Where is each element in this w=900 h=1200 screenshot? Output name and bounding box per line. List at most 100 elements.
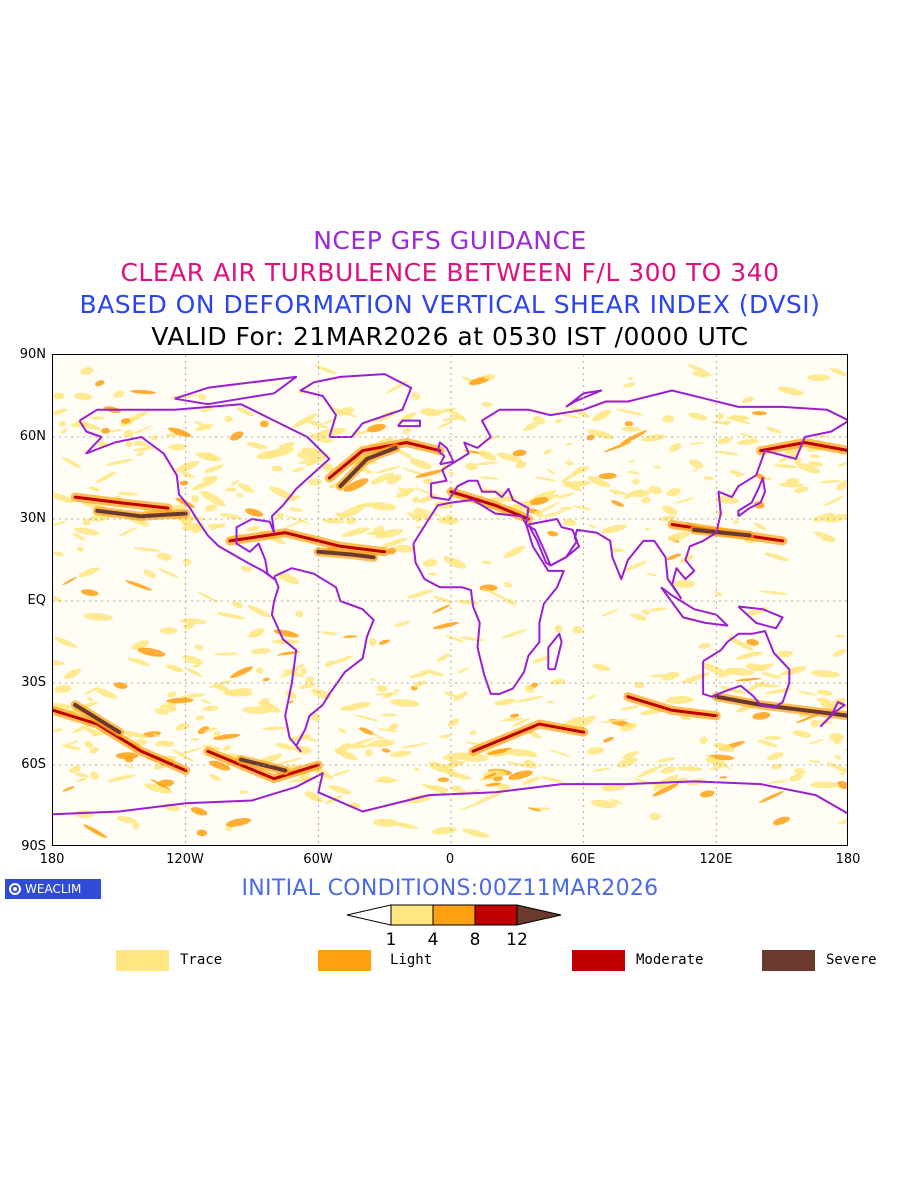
trace-speckle bbox=[180, 618, 207, 625]
trace-speckle bbox=[194, 420, 211, 431]
trace-speckle bbox=[758, 791, 784, 804]
trace-speckle bbox=[107, 774, 136, 782]
trace-speckle bbox=[778, 667, 798, 676]
trace-speckle bbox=[821, 697, 831, 704]
trace-speckle bbox=[496, 783, 511, 790]
trace-speckle bbox=[469, 730, 477, 735]
trace-speckle bbox=[459, 800, 485, 811]
initial-conditions: INITIAL CONDITIONS:00Z11MAR2026 bbox=[241, 876, 659, 901]
trace-speckle bbox=[53, 408, 68, 416]
trace-speckle bbox=[195, 715, 205, 721]
trace-speckle bbox=[191, 737, 199, 741]
trace-speckle bbox=[767, 752, 784, 761]
trace-speckle bbox=[837, 460, 847, 467]
trace-speckle bbox=[273, 629, 299, 638]
trace-speckle bbox=[669, 443, 682, 452]
trace-speckle bbox=[387, 547, 397, 555]
trace-speckle bbox=[179, 480, 189, 486]
trace-speckle bbox=[152, 733, 160, 737]
weaclim-logo[interactable]: WEACLIM bbox=[5, 879, 101, 899]
trace-speckle bbox=[74, 392, 93, 401]
trace-speckle bbox=[624, 421, 634, 427]
trace-speckle bbox=[443, 691, 457, 698]
trace-speckle bbox=[673, 580, 696, 588]
trace-speckle bbox=[592, 663, 611, 671]
trace-speckle bbox=[321, 462, 334, 472]
trace-speckle bbox=[401, 742, 429, 749]
trace-speckle bbox=[610, 500, 625, 507]
trace-speckle bbox=[53, 521, 67, 527]
trace-speckle bbox=[483, 374, 495, 380]
trace-speckle bbox=[407, 512, 419, 520]
coastline-europe-asia bbox=[430, 389, 847, 600]
trace-speckle bbox=[288, 507, 303, 512]
trace-speckle bbox=[369, 678, 377, 682]
colorbar-bin-light bbox=[432, 904, 476, 926]
trace-speckle bbox=[374, 529, 404, 539]
trace-speckle bbox=[715, 496, 740, 504]
trace-speckle bbox=[523, 422, 539, 432]
trace-speckle bbox=[752, 411, 767, 416]
trace-speckle bbox=[90, 771, 99, 776]
trace-speckle bbox=[415, 526, 423, 529]
trace-speckle bbox=[620, 705, 640, 711]
trace-speckle bbox=[175, 723, 190, 731]
trace-speckle bbox=[481, 401, 493, 408]
trace-speckle bbox=[123, 429, 133, 438]
trace-speckle bbox=[705, 754, 731, 770]
trace-speckle bbox=[75, 772, 89, 778]
trace-speckle bbox=[524, 685, 535, 693]
trace-speckle bbox=[191, 494, 199, 503]
trace-speckle bbox=[117, 527, 137, 537]
trace-speckle bbox=[622, 751, 639, 759]
trace-speckle bbox=[632, 478, 640, 485]
trace-speckle bbox=[213, 733, 241, 740]
trace-speckle bbox=[556, 492, 575, 499]
trace-speckle bbox=[394, 544, 415, 553]
trace-speckle bbox=[494, 698, 516, 706]
trace-speckle bbox=[131, 425, 153, 435]
trace-speckle bbox=[644, 527, 651, 531]
trace-speckle bbox=[386, 474, 402, 485]
trace-speckle bbox=[428, 761, 450, 773]
trace-speckle bbox=[573, 505, 592, 511]
trace-speckle bbox=[304, 791, 324, 803]
trace-speckle bbox=[88, 486, 100, 492]
trace-speckle bbox=[497, 452, 523, 463]
trace-speckle bbox=[836, 478, 847, 491]
trace-speckle bbox=[64, 668, 81, 679]
trace-speckle bbox=[260, 420, 269, 428]
trace-speckle bbox=[329, 406, 358, 418]
trace-speckle bbox=[500, 629, 528, 639]
trace-speckle bbox=[700, 663, 727, 675]
trace-speckle bbox=[420, 670, 429, 674]
trace-speckle bbox=[692, 468, 699, 473]
trace-speckle bbox=[834, 755, 842, 760]
trace-speckle bbox=[820, 702, 835, 710]
trace-speckle bbox=[659, 515, 676, 522]
trace-speckle bbox=[311, 688, 332, 699]
trace-speckle bbox=[657, 757, 676, 763]
trace-speckle bbox=[119, 730, 149, 739]
trace-speckle bbox=[341, 527, 370, 537]
trace-speckle bbox=[565, 460, 574, 466]
trace-speckle bbox=[95, 471, 117, 483]
legend-swatch-severe bbox=[762, 950, 815, 971]
trace-speckle bbox=[117, 491, 139, 496]
coastline-africa bbox=[412, 498, 565, 695]
trace-speckle bbox=[196, 829, 208, 837]
trace-speckle bbox=[287, 734, 312, 742]
trace-speckle bbox=[300, 667, 307, 675]
trace-speckle bbox=[698, 642, 711, 649]
trace-speckle bbox=[115, 752, 139, 760]
coastline-indonesia bbox=[660, 586, 729, 627]
trace-speckle bbox=[483, 773, 497, 779]
colorbar-label-8: 8 bbox=[469, 930, 481, 950]
trace-speckle bbox=[648, 485, 662, 495]
trace-speckle bbox=[796, 463, 821, 474]
trace-speckle bbox=[634, 681, 645, 689]
trace-speckle bbox=[380, 713, 398, 717]
trace-speckle bbox=[338, 743, 351, 752]
trace-speckle bbox=[407, 589, 434, 599]
turbulence-band-severe bbox=[95, 508, 188, 519]
